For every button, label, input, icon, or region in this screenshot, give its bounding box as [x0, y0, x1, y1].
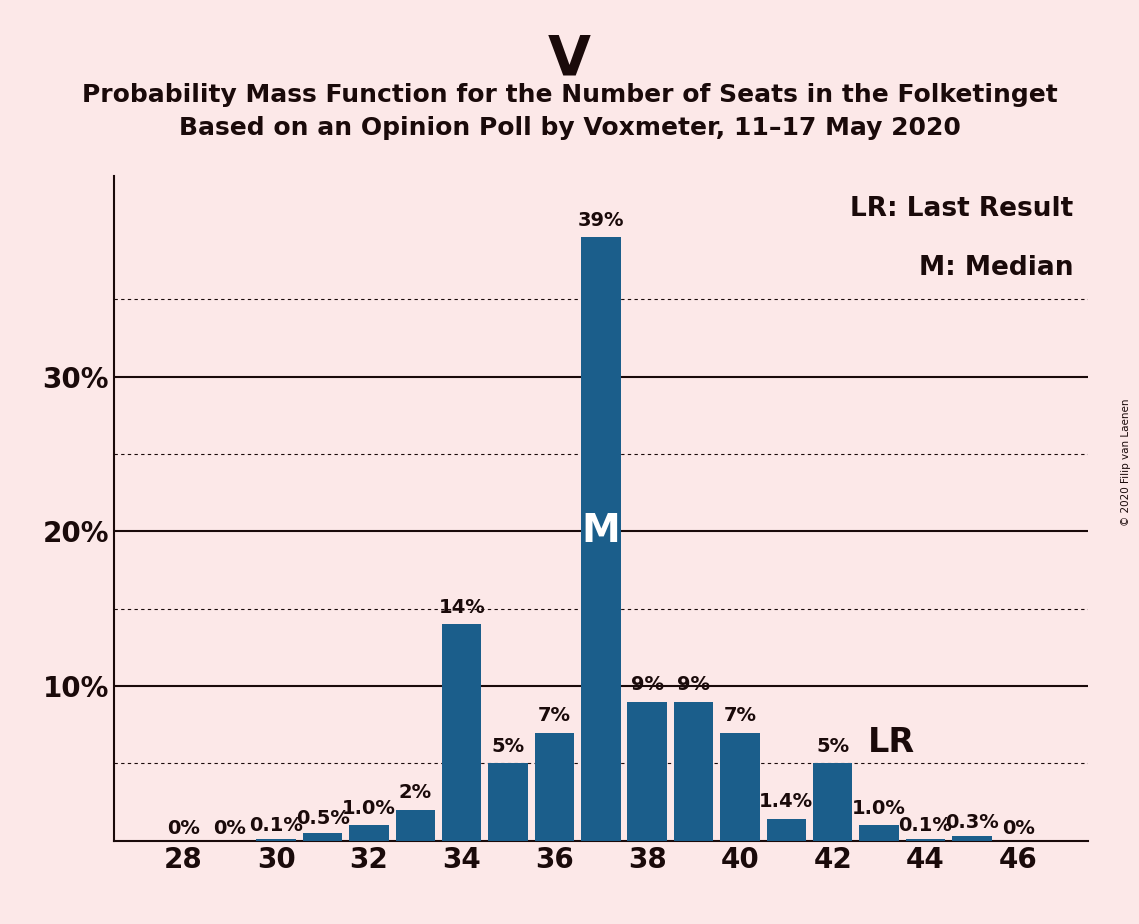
- Text: M: Median: M: Median: [919, 255, 1073, 282]
- Text: 5%: 5%: [492, 736, 525, 756]
- Text: 9%: 9%: [677, 675, 710, 694]
- Bar: [534, 733, 574, 841]
- Bar: [350, 825, 388, 841]
- Text: 5%: 5%: [817, 736, 850, 756]
- Text: M: M: [581, 513, 621, 551]
- Text: 0.3%: 0.3%: [945, 812, 999, 832]
- Text: 7%: 7%: [538, 706, 571, 724]
- Bar: [581, 237, 621, 841]
- Text: 1.4%: 1.4%: [760, 793, 813, 811]
- Text: V: V: [548, 32, 591, 86]
- Bar: [906, 839, 945, 841]
- Text: 14%: 14%: [439, 598, 485, 616]
- Bar: [767, 820, 806, 841]
- Bar: [859, 825, 899, 841]
- Text: LR: LR: [868, 726, 915, 759]
- Text: © 2020 Filip van Laenen: © 2020 Filip van Laenen: [1121, 398, 1131, 526]
- Text: 7%: 7%: [723, 706, 756, 724]
- Text: 9%: 9%: [631, 675, 664, 694]
- Bar: [256, 839, 296, 841]
- Text: 39%: 39%: [577, 211, 624, 230]
- Bar: [395, 810, 435, 841]
- Text: 0%: 0%: [1001, 819, 1034, 838]
- Bar: [628, 701, 667, 841]
- Text: 0.1%: 0.1%: [899, 816, 952, 834]
- Text: 0.1%: 0.1%: [249, 816, 303, 834]
- Text: Based on an Opinion Poll by Voxmeter, 11–17 May 2020: Based on an Opinion Poll by Voxmeter, 11…: [179, 116, 960, 140]
- Bar: [674, 701, 713, 841]
- Text: Probability Mass Function for the Number of Seats in the Folketinget: Probability Mass Function for the Number…: [82, 83, 1057, 107]
- Bar: [813, 763, 852, 841]
- Text: 0%: 0%: [213, 819, 246, 838]
- Text: LR: Last Result: LR: Last Result: [850, 196, 1073, 222]
- Text: 1.0%: 1.0%: [852, 798, 906, 818]
- Bar: [303, 833, 343, 841]
- Bar: [952, 836, 992, 841]
- Bar: [720, 733, 760, 841]
- Text: 2%: 2%: [399, 784, 432, 802]
- Text: 1.0%: 1.0%: [342, 798, 396, 818]
- Text: 0.5%: 0.5%: [296, 809, 350, 829]
- Bar: [442, 625, 482, 841]
- Bar: [489, 763, 527, 841]
- Text: 0%: 0%: [167, 819, 200, 838]
